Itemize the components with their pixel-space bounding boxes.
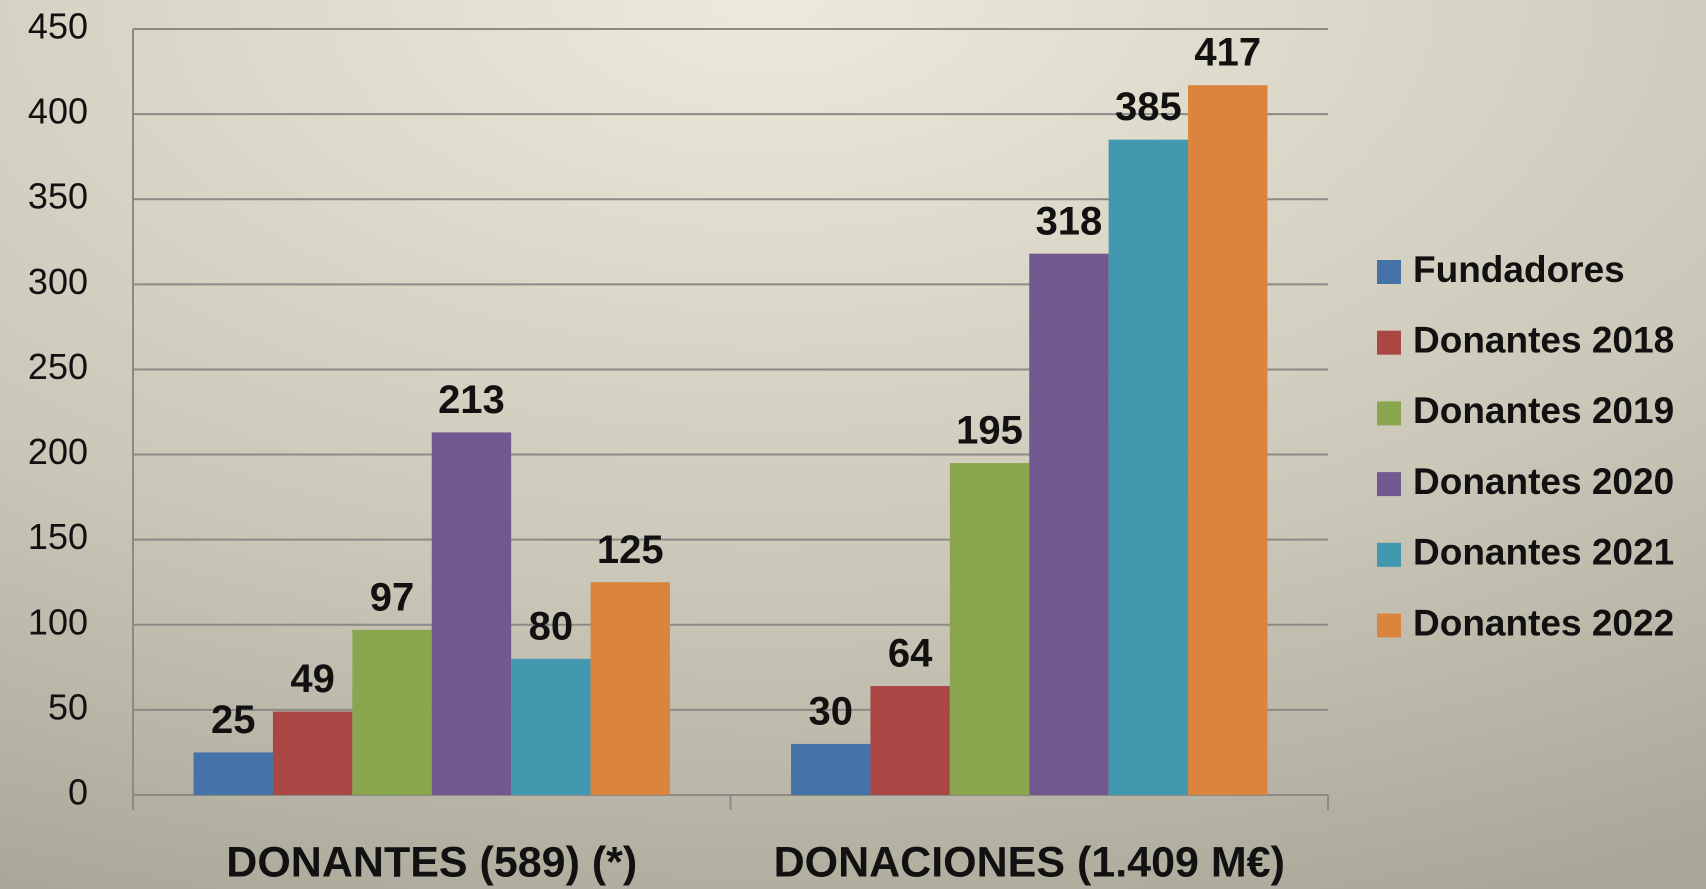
data-label: 213 — [438, 378, 505, 422]
y-tick-label: 50 — [48, 686, 88, 727]
y-tick-label: 450 — [28, 6, 88, 47]
legend-swatch — [1377, 472, 1401, 497]
y-tick-label: 350 — [28, 176, 88, 217]
y-tick-label: 200 — [28, 431, 88, 472]
bar — [590, 582, 670, 795]
legend-label: Donantes 2019 — [1413, 390, 1674, 431]
data-label: 30 — [809, 689, 854, 733]
x-tick-label: DONACIONES (1.409 M€) — [774, 838, 1285, 886]
legend-label: Donantes 2022 — [1413, 602, 1674, 643]
legend-swatch — [1377, 330, 1401, 355]
bar — [272, 711, 353, 795]
data-label: 49 — [290, 657, 335, 701]
data-label: 385 — [1115, 85, 1182, 129]
data-label: 125 — [597, 528, 664, 572]
bar — [870, 686, 950, 795]
legend-label: Donantes 2021 — [1413, 532, 1674, 573]
y-tick-label: 300 — [28, 261, 88, 302]
legend-swatch — [1377, 260, 1401, 284]
bar — [431, 432, 512, 795]
y-tick-label: 100 — [28, 601, 88, 642]
bar — [193, 752, 273, 795]
bar — [1029, 253, 1109, 795]
data-label: 80 — [529, 604, 574, 648]
x-tick-label: DONANTES (589) (*) — [226, 838, 637, 886]
y-tick-label: 250 — [28, 346, 88, 387]
bar — [511, 658, 591, 795]
legend-label: Donantes 2020 — [1413, 461, 1674, 502]
y-tick-label: 150 — [28, 516, 88, 557]
legend-swatch — [1377, 542, 1401, 567]
bar — [949, 463, 1030, 795]
legend-label: Donantes 2018 — [1413, 319, 1674, 360]
data-label: 318 — [1036, 199, 1103, 243]
data-label: 64 — [888, 632, 933, 676]
data-label: 25 — [211, 698, 256, 742]
legend-label: Fundadores — [1413, 249, 1625, 290]
y-tick-label: 0 — [68, 772, 88, 813]
bar — [791, 743, 871, 795]
data-label: 195 — [956, 409, 1023, 453]
bar — [352, 629, 432, 795]
legend-swatch — [1377, 613, 1401, 638]
legend-swatch — [1377, 401, 1401, 426]
y-tick-label: 400 — [28, 91, 88, 132]
bar — [1108, 139, 1189, 796]
bar — [1188, 85, 1268, 795]
data-label: 417 — [1194, 31, 1261, 75]
data-label: 97 — [370, 575, 415, 619]
